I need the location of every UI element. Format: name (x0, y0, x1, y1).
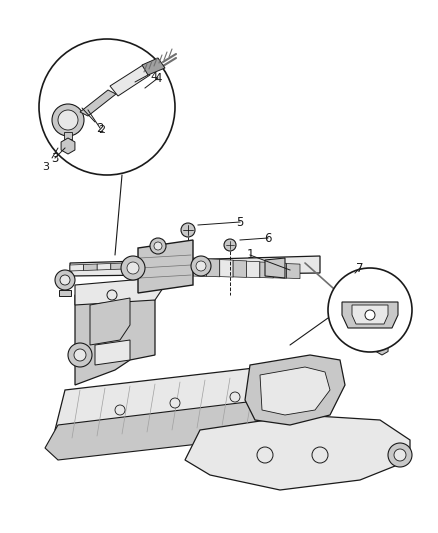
Circle shape (394, 449, 406, 461)
Polygon shape (55, 365, 300, 445)
Circle shape (388, 443, 412, 467)
Polygon shape (233, 261, 247, 277)
Polygon shape (75, 278, 165, 305)
Circle shape (257, 447, 273, 463)
Polygon shape (220, 260, 233, 277)
Polygon shape (84, 264, 97, 271)
Circle shape (230, 392, 240, 402)
Polygon shape (97, 263, 111, 270)
Polygon shape (138, 240, 193, 293)
Text: 3: 3 (51, 151, 59, 165)
Circle shape (365, 310, 375, 320)
Circle shape (58, 110, 78, 130)
Polygon shape (273, 263, 286, 278)
Circle shape (373, 326, 391, 344)
Circle shape (191, 256, 211, 276)
Circle shape (121, 256, 145, 280)
Polygon shape (352, 305, 388, 324)
Circle shape (55, 270, 75, 290)
Text: 2: 2 (98, 125, 105, 135)
Polygon shape (124, 262, 138, 269)
Circle shape (154, 242, 162, 250)
Text: 2: 2 (96, 122, 104, 134)
Circle shape (170, 398, 180, 408)
Circle shape (74, 349, 86, 361)
Bar (65, 139, 71, 144)
Circle shape (107, 290, 117, 300)
Text: 5: 5 (237, 215, 244, 229)
Polygon shape (245, 355, 345, 425)
Polygon shape (75, 290, 155, 385)
Polygon shape (61, 138, 75, 154)
Polygon shape (193, 258, 206, 277)
Circle shape (196, 261, 206, 271)
Polygon shape (110, 65, 150, 96)
Polygon shape (95, 340, 130, 365)
Text: 4: 4 (150, 72, 157, 82)
Text: 7: 7 (356, 262, 364, 274)
Circle shape (68, 343, 92, 367)
Polygon shape (260, 262, 273, 278)
Text: 3: 3 (42, 162, 49, 172)
Circle shape (39, 39, 175, 175)
Circle shape (127, 262, 139, 274)
Polygon shape (111, 263, 124, 270)
Polygon shape (142, 58, 165, 75)
Polygon shape (260, 367, 330, 415)
Polygon shape (206, 259, 220, 277)
Circle shape (378, 331, 386, 339)
Text: 1: 1 (246, 248, 254, 262)
Circle shape (60, 275, 70, 285)
Polygon shape (342, 302, 398, 328)
Polygon shape (45, 398, 295, 460)
Polygon shape (247, 261, 260, 278)
Polygon shape (80, 90, 116, 116)
Circle shape (115, 405, 125, 415)
Polygon shape (265, 258, 285, 278)
Polygon shape (70, 264, 84, 271)
Polygon shape (376, 341, 388, 355)
Polygon shape (90, 298, 130, 345)
Circle shape (328, 268, 412, 352)
Text: 6: 6 (264, 231, 272, 245)
Circle shape (312, 447, 328, 463)
Circle shape (181, 223, 195, 237)
Polygon shape (286, 264, 300, 279)
Polygon shape (70, 256, 320, 276)
Bar (64, 132, 72, 140)
Circle shape (52, 104, 84, 136)
Text: 4: 4 (154, 71, 162, 85)
Bar (59, 290, 71, 296)
Circle shape (224, 239, 236, 251)
Circle shape (150, 238, 166, 254)
Polygon shape (185, 415, 410, 490)
